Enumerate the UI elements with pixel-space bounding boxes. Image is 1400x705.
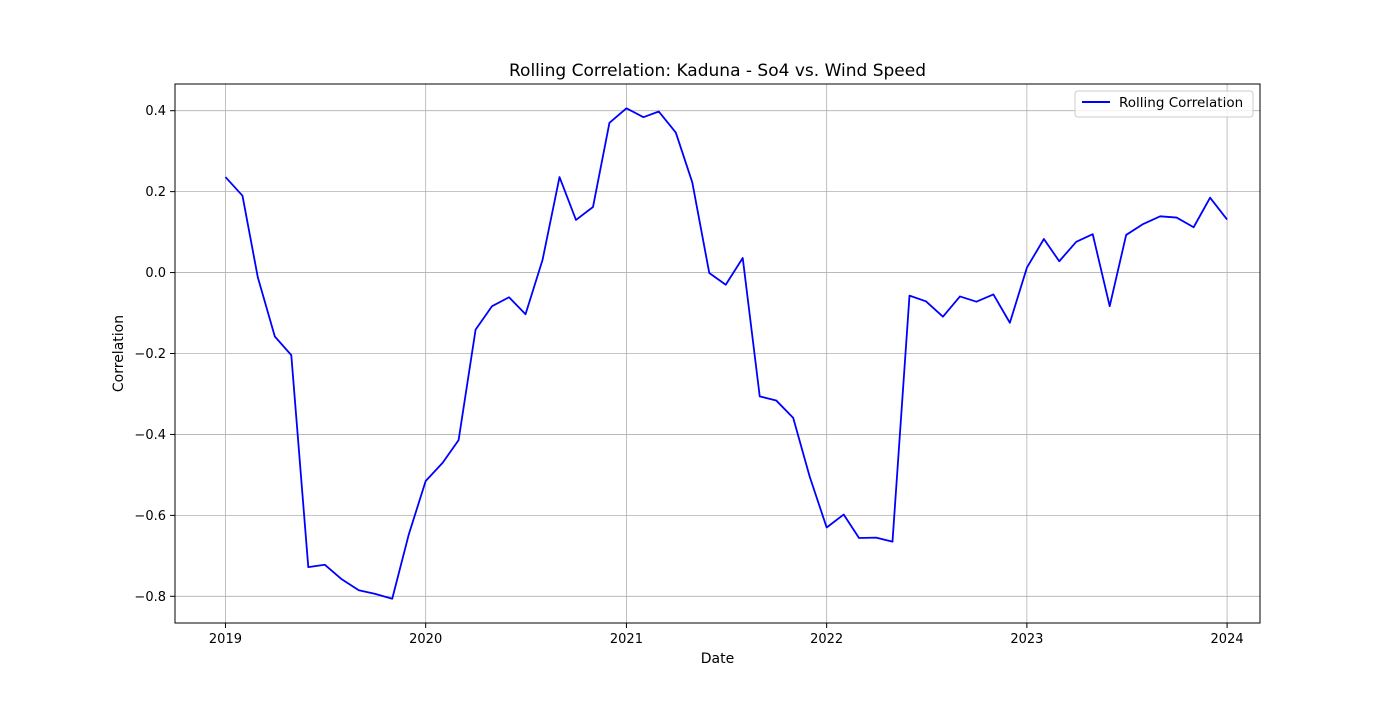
x-axis-label: Date (701, 651, 734, 667)
x-tick-label: 2022 (810, 632, 843, 647)
series-line (224, 107, 1228, 600)
y-tick-label: −0.8 (134, 590, 166, 605)
x-tick-label: 2020 (409, 632, 442, 647)
y-axis-ticks: −0.8 −0.6 −0.4 −0.2 0.0 0.2 0.4 (134, 104, 175, 605)
grid-lines (175, 84, 1260, 623)
legend: Rolling Correlation (1074, 90, 1254, 118)
y-tick-label: 0.4 (145, 104, 166, 119)
x-tick-label: 2019 (209, 632, 242, 647)
legend-box (1074, 90, 1254, 118)
x-tick-label: 2023 (1010, 632, 1043, 647)
y-tick-label: −0.6 (134, 509, 166, 524)
x-axis-ticks: 2019 2020 2021 2022 2023 2024 (209, 623, 1244, 647)
x-tick-label: 2024 (1211, 632, 1244, 647)
y-axis-label: Correlation (111, 315, 127, 392)
x-tick-label: 2021 (610, 632, 643, 647)
series-layer (224, 107, 1228, 600)
y-tick-label: −0.4 (134, 428, 166, 443)
y-tick-label: −0.2 (134, 347, 166, 362)
legend-label: Rolling Correlation (1119, 95, 1243, 111)
chart-title: Rolling Correlation: Kaduna - So4 vs. Wi… (509, 61, 926, 81)
y-tick-label: 0.2 (145, 185, 166, 200)
y-tick-label: 0.0 (145, 266, 166, 281)
